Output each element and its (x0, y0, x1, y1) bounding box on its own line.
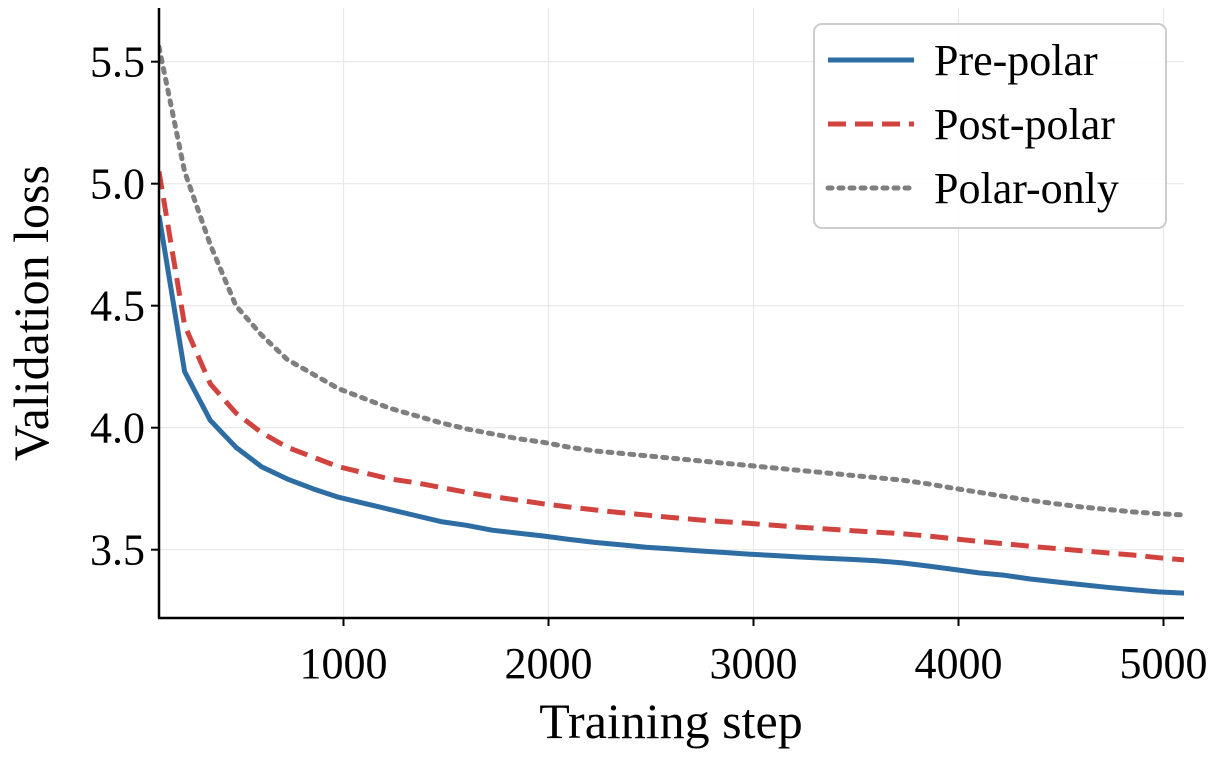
y-tick-label: 4.0 (90, 404, 145, 453)
series-line-post-polar (159, 171, 1184, 563)
x-axis-title: Training step (539, 693, 802, 749)
series-line-pre-polar (159, 214, 1184, 596)
ticks: 1000 2000 3000 4000 5000 3.5 4.0 4.5 5.0 5.5 (90, 38, 1208, 688)
x-tick-label: 2000 (505, 639, 593, 688)
y-tick-label: 5.5 (90, 38, 145, 87)
y-tick-label: 4.5 (90, 282, 145, 331)
y-tick-label: 3.5 (90, 526, 145, 575)
y-tick-label: 5.0 (90, 160, 145, 209)
y-axis-title: Validation loss (3, 165, 59, 461)
series-layer (159, 44, 1184, 596)
x-tick-label: 1000 (300, 639, 388, 688)
legend-label: Polar-only (934, 164, 1119, 213)
x-tick-label: 3000 (710, 639, 798, 688)
legend-label: Post-polar (934, 100, 1115, 149)
series-line-polar-only (159, 44, 1184, 518)
x-tick-label: 4000 (915, 639, 1003, 688)
x-tick-label: 5000 (1120, 639, 1208, 688)
legend-label: Pre-polar (934, 36, 1098, 85)
legend: Pre-polar Post-polar Polar-only (813, 23, 1167, 229)
legend-frame (813, 23, 1167, 229)
axes (157, 8, 1184, 620)
